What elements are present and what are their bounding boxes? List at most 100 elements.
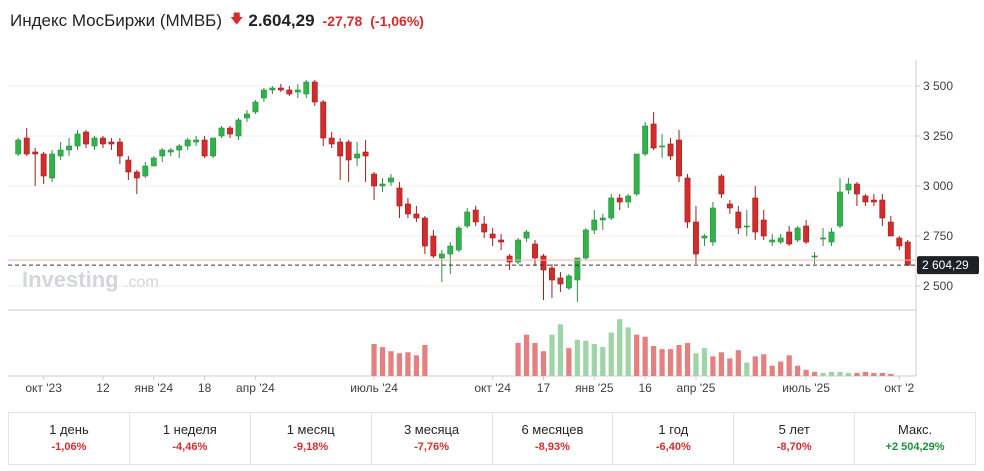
period-cell[interactable]: 1 год -6,40% (613, 413, 735, 464)
period-cell[interactable]: 1 неделя -4,46% (130, 413, 251, 464)
period-cell[interactable]: 3 месяца -7,76% (372, 413, 493, 464)
y-tick-label: 3 250 (923, 129, 953, 143)
candle-body (599, 217, 606, 221)
candle-body (667, 143, 674, 157)
candle-body (244, 113, 250, 119)
volume-bar (854, 372, 860, 376)
candle-body (455, 227, 462, 251)
period-change: -1,06% (51, 441, 87, 453)
x-tick-label: 18 (198, 381, 212, 395)
volume-bar (888, 373, 894, 376)
volume-bar (591, 343, 597, 376)
volume-bar (574, 339, 580, 376)
candle-body (870, 199, 877, 203)
volume-bar (803, 369, 809, 376)
candle-body (176, 145, 183, 151)
candle-body (693, 221, 699, 255)
volume-bar (540, 351, 547, 376)
candle-body (591, 219, 598, 231)
candle-body (388, 177, 394, 183)
x-tick-label: апр '25 (677, 381, 716, 395)
candle-body (66, 145, 72, 151)
candlestick-chart[interactable]: Investing .com 2 500 2 750 3 000 3 250 3 500… (0, 60, 984, 400)
candle-body (515, 239, 521, 263)
candle-body (150, 157, 157, 167)
period-cell[interactable]: Макс. +2 504,29% (855, 413, 975, 464)
candle-body (904, 241, 911, 266)
candle-body (23, 137, 30, 155)
candle-body (786, 231, 793, 245)
volume-bar (667, 349, 674, 376)
y-tick-label: 2 500 (923, 279, 953, 293)
volume-bar (744, 362, 750, 376)
candle-body (633, 153, 640, 195)
volume-bar (862, 371, 869, 376)
watermark-brand: Investing (22, 267, 119, 292)
candle-body (854, 183, 860, 195)
candle-body (193, 139, 200, 143)
candle-body (794, 227, 801, 241)
volume-bar (566, 348, 572, 376)
volume-bar (761, 354, 767, 376)
candle-body (464, 211, 471, 227)
period-cell[interactable]: 1 месяц -9,18% (251, 413, 372, 464)
watermark-suffix: .com (124, 274, 159, 291)
candle-body (709, 207, 716, 243)
volume-bar (795, 365, 801, 376)
volume-bar (659, 349, 665, 376)
volume-bar (413, 355, 420, 376)
candle-body (396, 187, 403, 207)
candle-body (74, 133, 81, 147)
candle-body (752, 197, 759, 233)
candle-body (438, 253, 445, 259)
candle-body (481, 223, 488, 233)
period-label: Макс. (897, 422, 933, 437)
volume-bar (684, 342, 691, 376)
x-tick-label: июль '24 (350, 381, 398, 395)
volume-bar (523, 334, 530, 376)
candle-body (837, 191, 843, 227)
candle-body (227, 127, 233, 135)
candle-body (125, 159, 132, 173)
period-change: -8,70% (776, 441, 812, 453)
candle-body (354, 153, 361, 159)
candle-body (49, 153, 56, 179)
candle-body (616, 197, 623, 203)
candle-body (116, 141, 123, 157)
candle-body (650, 123, 657, 149)
volume-bar (388, 351, 394, 376)
volume-bar (625, 327, 631, 376)
candle-body (159, 149, 166, 157)
volume-bar (608, 332, 614, 376)
period-change: -6,40% (655, 441, 691, 453)
candle-body (879, 199, 886, 219)
volume-bar (650, 346, 657, 376)
candle-body (286, 89, 293, 95)
y-tick-label: 3 500 (923, 79, 953, 93)
period-cell[interactable]: 6 месяцев -8,93% (493, 413, 614, 464)
candle-body (447, 245, 454, 255)
period-label: 1 неделя (162, 422, 217, 437)
candle-body (311, 81, 318, 103)
candle-body (40, 153, 47, 177)
down-arrow-icon: 🡇 (229, 11, 244, 26)
candle-body (294, 89, 301, 93)
candle-body (184, 139, 191, 147)
last-price-label: 2 604,29 (922, 258, 969, 272)
period-cell[interactable]: 5 лет -8,70% (734, 413, 856, 464)
period-change: -7,76% (414, 441, 449, 453)
period-cell[interactable]: 1 день -1,06% (9, 413, 130, 464)
period-label: 1 год (658, 422, 689, 437)
candle-body (260, 89, 267, 99)
period-change: +2 504,29% (885, 441, 945, 453)
y-tick-label: 2 750 (923, 229, 953, 243)
volume-bar (642, 336, 648, 376)
volume-bar (828, 371, 835, 376)
volume-bar (634, 334, 640, 376)
candle-body (371, 173, 377, 187)
performance-periods: 1 день -1,06% 1 неделя -4,46% 1 месяц -9,18% 3… (8, 412, 976, 465)
volume-bar (871, 372, 877, 376)
price-change-percent: (-1,06%) (370, 13, 424, 29)
candle-body (625, 195, 632, 203)
candle-body (887, 221, 894, 237)
